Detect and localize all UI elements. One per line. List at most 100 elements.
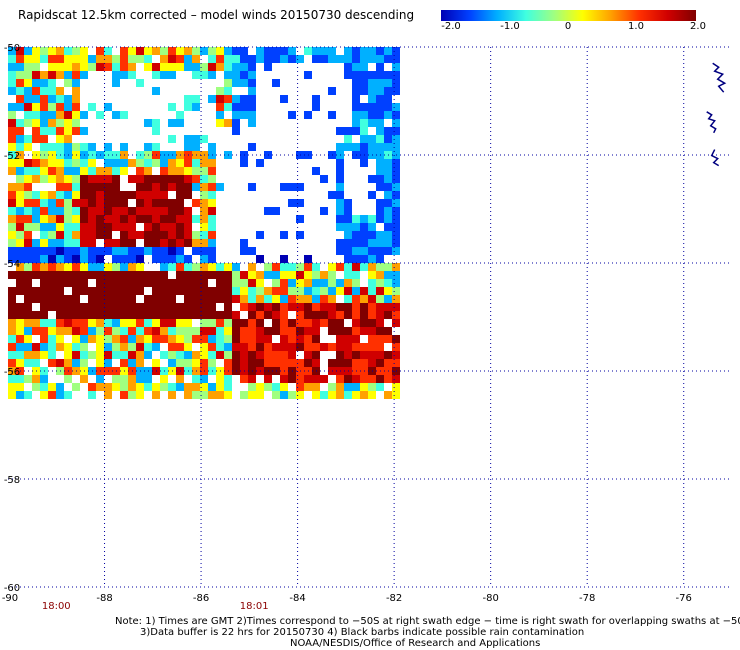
- data-pixel: [248, 79, 256, 87]
- data-pixel: [320, 271, 328, 279]
- data-pixel: [192, 295, 200, 303]
- longitude-tick-label: -82: [386, 593, 402, 604]
- data-pixel: [192, 95, 200, 103]
- data-pixel: [360, 87, 368, 95]
- data-pixel: [96, 351, 104, 359]
- data-pixel: [32, 359, 40, 367]
- data-pixel: [48, 239, 56, 247]
- data-pixel: [64, 255, 72, 263]
- data-pixel: [232, 279, 240, 287]
- data-pixel: [112, 215, 120, 223]
- data-pixel: [24, 95, 32, 103]
- data-pixel: [168, 383, 176, 391]
- data-pixel: [16, 327, 24, 335]
- data-pixel: [224, 87, 232, 95]
- data-pixel: [336, 223, 344, 231]
- data-pixel: [376, 287, 384, 295]
- data-pixel: [144, 207, 152, 215]
- data-pixel: [192, 263, 200, 271]
- data-pixel: [128, 271, 136, 279]
- data-pixel: [32, 63, 40, 71]
- data-pixel: [352, 279, 360, 287]
- data-pixel: [248, 359, 256, 367]
- data-pixel: [96, 207, 104, 215]
- data-pixel: [152, 279, 160, 287]
- coastline: [706, 62, 727, 167]
- data-pixel: [168, 207, 176, 215]
- data-pixel: [32, 255, 40, 263]
- data-pixel: [64, 223, 72, 231]
- data-pixel: [224, 95, 232, 103]
- data-pixel: [112, 335, 120, 343]
- data-pixel: [8, 295, 16, 303]
- data-pixel: [216, 111, 224, 119]
- data-pixel: [184, 231, 192, 239]
- data-pixel: [128, 351, 136, 359]
- data-pixel: [336, 311, 344, 319]
- data-pixel: [240, 71, 248, 79]
- data-pixel: [80, 375, 88, 383]
- data-pixel: [392, 127, 400, 135]
- data-pixel: [104, 191, 112, 199]
- data-pixel: [392, 215, 400, 223]
- data-pixel: [96, 319, 104, 327]
- data-pixel: [120, 335, 128, 343]
- data-pixel: [168, 303, 176, 311]
- data-pixel: [376, 199, 384, 207]
- data-pixel: [128, 343, 136, 351]
- data-pixel: [200, 199, 208, 207]
- data-pixel: [312, 359, 320, 367]
- colorbar-tick-label: 1.0: [628, 21, 644, 32]
- data-pixel: [88, 183, 96, 191]
- data-pixel: [216, 335, 224, 343]
- data-pixel: [32, 343, 40, 351]
- data-pixel: [224, 103, 232, 111]
- data-pixel: [128, 303, 136, 311]
- data-pixel: [120, 159, 128, 167]
- data-pixel: [128, 231, 136, 239]
- data-pixel: [160, 271, 168, 279]
- data-pixel: [152, 327, 160, 335]
- data-pixel: [128, 319, 136, 327]
- data-pixel: [192, 311, 200, 319]
- data-pixel: [168, 319, 176, 327]
- data-pixel: [304, 71, 312, 79]
- data-pixel: [208, 175, 216, 183]
- data-pixel: [120, 327, 128, 335]
- data-pixel: [184, 159, 192, 167]
- data-pixel: [200, 167, 208, 175]
- data-pixel: [256, 343, 264, 351]
- longitude-tick-label: -88: [96, 593, 112, 604]
- data-pixel: [296, 343, 304, 351]
- data-pixel: [360, 239, 368, 247]
- data-pixel: [320, 279, 328, 287]
- data-pixel: [48, 103, 56, 111]
- data-pixel: [280, 47, 288, 55]
- data-pixel: [48, 343, 56, 351]
- data-pixel: [208, 63, 216, 71]
- data-pixel: [376, 55, 384, 63]
- data-pixel: [56, 199, 64, 207]
- data-pixel: [128, 207, 136, 215]
- data-pixel: [392, 71, 400, 79]
- data-pixel: [384, 111, 392, 119]
- data-pixel: [16, 47, 24, 55]
- data-pixel: [104, 215, 112, 223]
- colorbar: [441, 10, 696, 21]
- data-pixel: [352, 343, 360, 351]
- data-pixel: [392, 343, 400, 351]
- data-pixel: [128, 295, 136, 303]
- data-pixel: [208, 335, 216, 343]
- data-pixel: [392, 223, 400, 231]
- data-pixel: [168, 55, 176, 63]
- data-pixel: [376, 167, 384, 175]
- data-pixel: [40, 175, 48, 183]
- data-pixel: [392, 199, 400, 207]
- data-pixel: [336, 239, 344, 247]
- data-pixel: [272, 359, 280, 367]
- data-pixel: [104, 183, 112, 191]
- data-pixel: [80, 63, 88, 71]
- data-pixel: [392, 263, 400, 271]
- data-pixel: [240, 95, 248, 103]
- data-pixel: [192, 303, 200, 311]
